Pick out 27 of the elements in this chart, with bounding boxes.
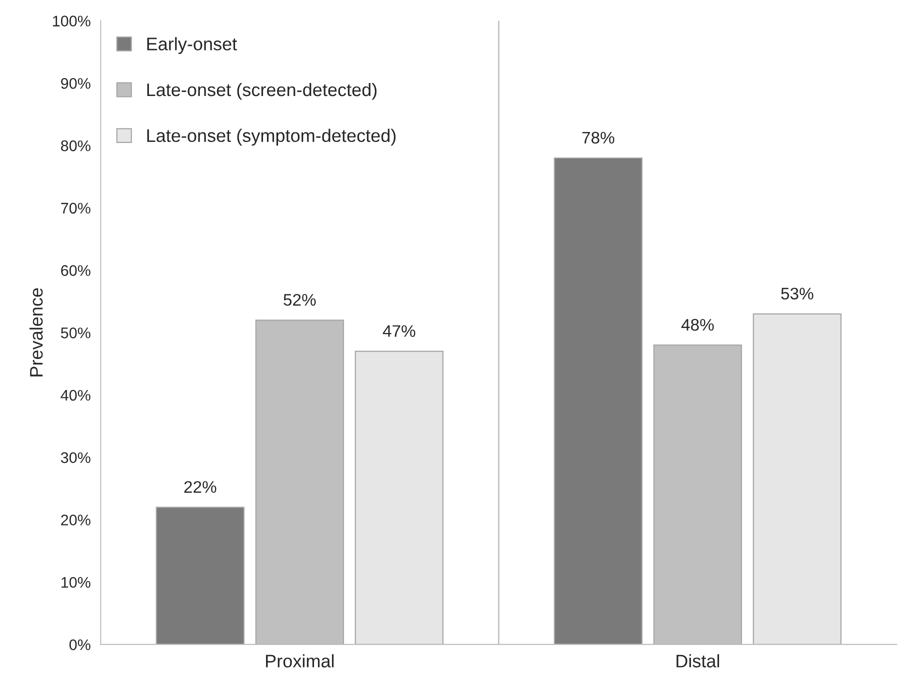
y-tick-label: 20% [61,514,90,526]
legend-label: Late-onset (symptom-detected) [147,128,396,146]
bar [156,506,244,644]
legend-label: Late-onset (screen-detected) [147,82,377,100]
x-tick-label: Distal [676,654,720,668]
y-tick-label: 30% [60,452,90,464]
data-label: 47% [382,325,416,337]
data-label: 48% [681,318,714,331]
y-tick-label: 60% [61,265,90,276]
y-tick-label: 0% [69,639,90,650]
data-label: 78% [582,132,614,144]
y-tick-label: 50% [60,328,90,338]
y-tick-label: 10% [62,576,90,588]
bar [354,350,444,644]
data-label: 22% [184,481,216,493]
x-tick-label: Proximal [266,654,334,668]
y-tick-label: 100% [53,16,90,26]
bar [752,313,842,644]
bar [554,157,643,644]
y-tick-label: 40% [60,390,90,401]
data-label: 52% [284,294,316,306]
y-tick-label: 70% [61,202,90,214]
legend-label: Early-onset [147,37,237,54]
data-label: 53% [781,288,814,300]
y-axis-title: Prevalence [29,288,43,376]
y-tick-label: 80% [61,140,90,152]
y-tick-label: 90% [61,78,90,89]
